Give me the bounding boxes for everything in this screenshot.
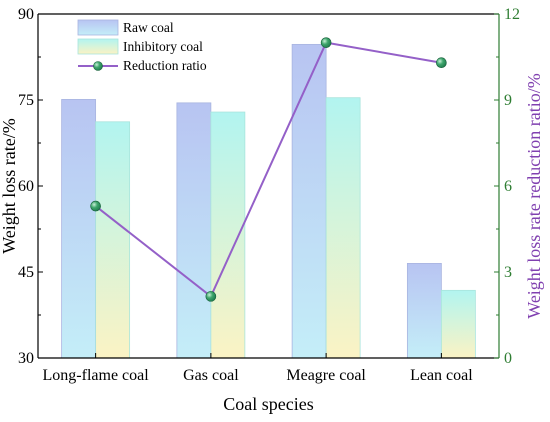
bar-inhibitory-coal xyxy=(95,121,131,359)
y-tick-label-right: 0 xyxy=(504,350,512,367)
legend-label-raw-coal: Raw coal xyxy=(123,20,174,35)
y-tick-label-left: 90 xyxy=(18,6,34,23)
bars-layer xyxy=(61,43,476,359)
y-tick-label-right: 6 xyxy=(504,178,512,195)
reduction-ratio-point xyxy=(90,200,101,212)
bar-raw-coal xyxy=(291,43,327,359)
y-tick-label-left: 30 xyxy=(18,350,34,367)
legend-swatch-inhibitory-coal xyxy=(77,38,119,55)
x-axis-title: Coal species xyxy=(223,394,313,414)
bar-raw-coal xyxy=(406,262,442,359)
legend-marker-reduction-ratio xyxy=(93,61,103,71)
axis-titles: Coal species Weight loss rate/% Weight los… xyxy=(0,73,544,414)
y-tick-label-right: 9 xyxy=(504,92,512,109)
legend-label-reduction-ratio: Reduction ratio xyxy=(123,58,207,73)
y-axis-title-right: Weight loss rate reduction ratio/% xyxy=(524,73,544,318)
reduction-ratio-point xyxy=(320,37,332,48)
y-tick-label-left: 45 xyxy=(18,264,34,281)
x-tick-label: Gas coal xyxy=(183,367,239,384)
x-tick-label: Long-flame coal xyxy=(43,367,150,384)
legend-swatch-raw-coal xyxy=(77,19,119,36)
legend-label-inhibitory-coal: Inhibitory coal xyxy=(123,39,203,54)
reduction-ratio-line xyxy=(95,41,442,298)
legend: Raw coal Inhibitory coal Reduction ratio xyxy=(76,18,212,79)
y-tick-label-left: 75 xyxy=(18,92,34,109)
y-tick-label-right: 3 xyxy=(504,264,512,281)
y-axis-title-left: Weight loss rate/% xyxy=(0,118,19,254)
x-tick-label: Meagre coal xyxy=(286,367,366,384)
bar-raw-coal xyxy=(61,99,97,359)
y-tick-label-right: 12 xyxy=(504,6,520,23)
x-tick-label: Lean coal xyxy=(410,367,473,384)
reduction-ratio-point xyxy=(436,57,447,69)
reduction-ratio-point xyxy=(205,291,217,302)
y-tick-label-left: 60 xyxy=(18,178,34,195)
axes-layer: 30 45 60 75 90 0 3 6 9 12 Long-flame coal Gas coal M… xyxy=(18,6,520,384)
bar-inhibitory-coal xyxy=(440,289,476,359)
line-layer xyxy=(90,37,447,302)
bar-inhibitory-coal xyxy=(325,97,361,359)
bar-raw-coal xyxy=(176,102,212,359)
